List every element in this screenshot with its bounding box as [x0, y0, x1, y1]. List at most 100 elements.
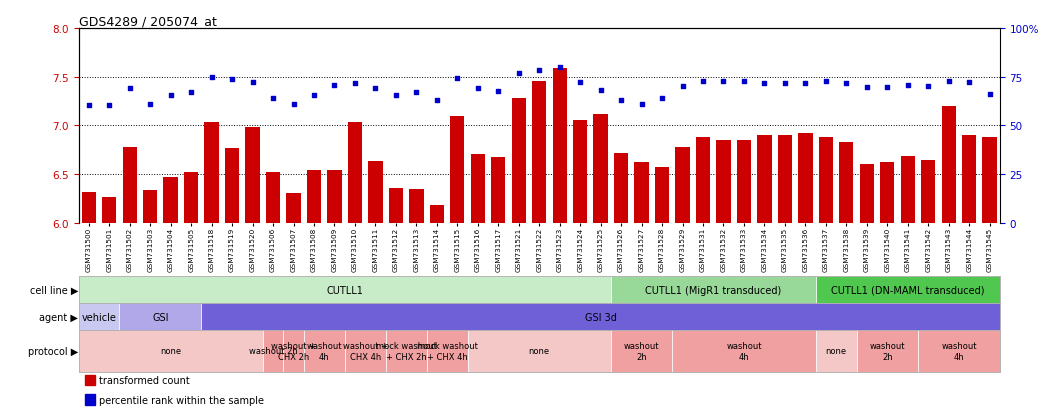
Point: [777, 81, 794, 88]
Point: [183, 90, 200, 96]
Bar: [429, 206, 444, 223]
Point: [490, 89, 507, 95]
Point: [715, 79, 732, 85]
Bar: [941, 107, 956, 223]
Bar: [532, 82, 547, 223]
Bar: [798, 134, 812, 223]
Point: [838, 81, 854, 88]
Point: [818, 79, 834, 85]
Bar: [388, 188, 403, 223]
Text: protocol ▶: protocol ▶: [28, 346, 79, 356]
Bar: [468, 330, 610, 372]
Bar: [426, 330, 468, 372]
Point: [469, 86, 486, 93]
Bar: [470, 155, 485, 223]
Text: mock washout
+ CHX 2h: mock washout + CHX 2h: [376, 342, 437, 361]
Point: [920, 84, 937, 90]
Text: none: none: [825, 347, 847, 356]
Point: [593, 88, 609, 94]
Bar: [816, 330, 856, 372]
Bar: [918, 330, 1000, 372]
Text: mock washout
+ CHX 4h: mock washout + CHX 4h: [417, 342, 477, 361]
Point: [552, 64, 569, 71]
Bar: [304, 330, 344, 372]
Bar: [672, 330, 816, 372]
Point: [612, 97, 629, 104]
Point: [224, 76, 241, 83]
Bar: [201, 304, 1000, 330]
Bar: [982, 138, 997, 223]
Point: [653, 95, 670, 102]
Bar: [119, 304, 201, 330]
Bar: [737, 140, 751, 223]
Bar: [610, 330, 672, 372]
Bar: [819, 138, 833, 223]
Bar: [757, 135, 772, 223]
Text: none: none: [160, 347, 181, 356]
Point: [81, 102, 97, 109]
Point: [674, 84, 691, 90]
Bar: [79, 277, 610, 304]
Bar: [369, 162, 382, 223]
Bar: [409, 189, 424, 223]
Text: GDS4289 / 205074_at: GDS4289 / 205074_at: [79, 15, 217, 28]
Bar: [79, 304, 119, 330]
Bar: [82, 193, 96, 223]
Bar: [143, 191, 157, 223]
Bar: [204, 123, 219, 223]
Bar: [385, 330, 426, 372]
Text: washout
2h: washout 2h: [624, 342, 660, 361]
Bar: [962, 135, 977, 223]
Point: [694, 79, 711, 85]
Point: [326, 83, 342, 90]
Point: [121, 86, 138, 93]
Point: [306, 93, 322, 99]
Bar: [856, 330, 918, 372]
Text: washout
4h: washout 4h: [941, 342, 977, 361]
Text: washout
2h: washout 2h: [869, 342, 905, 361]
Bar: [573, 121, 587, 223]
Point: [449, 75, 466, 82]
Point: [244, 80, 261, 87]
Bar: [696, 138, 710, 223]
Point: [510, 70, 527, 77]
Bar: [491, 158, 506, 223]
Point: [940, 78, 957, 85]
Bar: [512, 99, 526, 223]
Point: [387, 93, 404, 99]
Text: washout +
CHX 2h: washout + CHX 2h: [271, 342, 316, 361]
Bar: [348, 123, 362, 223]
Text: CUTLL1: CUTLL1: [327, 285, 363, 295]
Point: [203, 74, 220, 81]
Point: [961, 80, 978, 87]
Bar: [184, 173, 198, 223]
Bar: [816, 277, 1000, 304]
Bar: [900, 157, 915, 223]
Point: [531, 67, 548, 74]
Bar: [450, 116, 465, 223]
Point: [899, 83, 916, 90]
Bar: [716, 140, 731, 223]
Bar: [839, 142, 853, 223]
Point: [141, 101, 158, 108]
Bar: [881, 163, 894, 223]
Point: [265, 95, 282, 102]
Bar: [163, 178, 178, 223]
Bar: [263, 330, 284, 372]
Text: transformed count: transformed count: [99, 375, 190, 385]
Text: GSI 3d: GSI 3d: [584, 312, 617, 322]
Text: GSI: GSI: [152, 312, 169, 322]
Bar: [245, 128, 260, 223]
Point: [285, 101, 302, 108]
Bar: [85, 394, 95, 405]
Bar: [102, 198, 116, 223]
Point: [101, 102, 117, 109]
Text: CUTLL1 (DN-MAML transduced): CUTLL1 (DN-MAML transduced): [831, 285, 984, 295]
Text: percentile rank within the sample: percentile rank within the sample: [99, 394, 264, 405]
Text: washout
4h: washout 4h: [307, 342, 342, 361]
Text: agent ▶: agent ▶: [39, 312, 79, 322]
Bar: [921, 161, 935, 223]
Bar: [634, 163, 649, 223]
Point: [878, 85, 895, 91]
Bar: [778, 135, 793, 223]
